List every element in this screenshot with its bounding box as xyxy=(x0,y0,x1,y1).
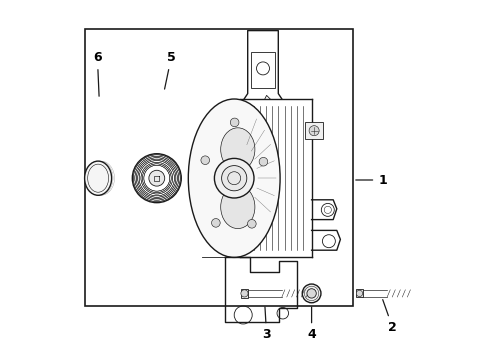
Circle shape xyxy=(307,289,316,298)
Circle shape xyxy=(221,166,247,191)
Circle shape xyxy=(247,220,256,228)
Circle shape xyxy=(321,203,334,216)
Text: 3: 3 xyxy=(262,307,271,341)
Text: 5: 5 xyxy=(165,51,175,89)
Circle shape xyxy=(215,158,254,198)
Circle shape xyxy=(259,157,268,166)
Text: 4: 4 xyxy=(307,307,316,341)
Ellipse shape xyxy=(188,99,280,257)
Bar xyxy=(85,29,353,306)
Circle shape xyxy=(230,118,239,127)
Text: 6: 6 xyxy=(93,51,102,96)
Circle shape xyxy=(201,156,210,165)
Circle shape xyxy=(212,219,220,227)
Circle shape xyxy=(356,290,363,297)
Bar xyxy=(241,289,248,298)
Circle shape xyxy=(322,235,335,248)
Ellipse shape xyxy=(220,128,255,171)
Bar xyxy=(251,52,275,88)
Text: 2: 2 xyxy=(383,300,397,334)
Ellipse shape xyxy=(85,161,112,195)
Circle shape xyxy=(132,154,181,203)
Bar xyxy=(305,122,323,139)
Circle shape xyxy=(149,170,165,186)
Bar xyxy=(356,289,363,297)
Ellipse shape xyxy=(220,185,255,229)
Text: 1: 1 xyxy=(356,174,387,186)
Circle shape xyxy=(302,284,321,303)
Circle shape xyxy=(309,126,319,136)
Circle shape xyxy=(241,290,248,297)
